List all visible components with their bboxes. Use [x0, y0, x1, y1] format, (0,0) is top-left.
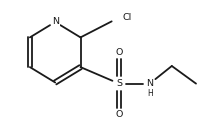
Text: N: N	[52, 18, 59, 27]
Text: O: O	[115, 48, 123, 57]
Text: H: H	[147, 89, 153, 98]
Text: N: N	[146, 79, 153, 88]
Text: Cl: Cl	[122, 13, 132, 22]
Text: O: O	[115, 110, 123, 119]
Text: S: S	[116, 79, 122, 88]
